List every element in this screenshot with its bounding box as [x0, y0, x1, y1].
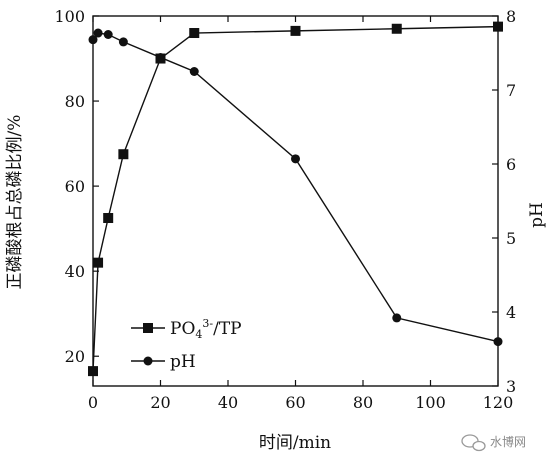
circle-marker-icon	[143, 356, 153, 366]
po4-point	[290, 25, 301, 36]
legend-label-po4-sub: 4	[195, 328, 202, 341]
left-y-tick-label: 100	[54, 7, 85, 26]
right-y-tick-label: 5	[506, 229, 516, 248]
x-tick-label: 120	[483, 393, 514, 412]
x-tick-label: 60	[285, 393, 305, 412]
ph-line	[92, 32, 499, 343]
left-y-tick-label: 40	[65, 262, 85, 281]
po4-point	[493, 21, 503, 32]
right-y-axis-ticks: 3 4 5 6 7 8	[492, 7, 516, 396]
legend-label-ph: pH	[170, 352, 196, 372]
ph-point	[156, 52, 165, 62]
ph-point	[118, 37, 128, 47]
po4-point	[391, 23, 402, 34]
legend-label-po4-rest: /TP	[213, 319, 242, 339]
wechat-icon	[461, 434, 486, 452]
left-y-axis-title: 正磷酸根占总磷比例/%	[5, 115, 25, 290]
po4-line	[92, 25, 499, 372]
watermark: 水博网	[461, 434, 526, 452]
watermark-text: 水博网	[490, 434, 526, 449]
right-y-tick-label: 8	[506, 7, 516, 26]
ph-point	[103, 30, 113, 39]
x-tick-label: 80	[353, 393, 373, 412]
po4-point	[118, 149, 129, 160]
left-y-tick-label: 20	[65, 347, 85, 366]
right-y-tick-label: 7	[506, 81, 516, 100]
ph-point	[189, 67, 199, 76]
po4-point	[88, 366, 98, 377]
series-po4-tp	[88, 21, 503, 377]
x-tick-label: 0	[88, 393, 98, 412]
po4-point	[189, 28, 200, 39]
svg-text:PO43-/TP: PO43-/TP	[170, 317, 242, 341]
legend-label-po4: PO	[170, 319, 195, 339]
ph-point	[88, 35, 98, 45]
ph-point	[93, 28, 103, 38]
series-ph	[88, 28, 503, 347]
legend: PO43-/TP pH	[131, 317, 242, 372]
left-y-tick-label: 60	[65, 177, 85, 196]
ph-point	[392, 313, 402, 323]
legend-label-po4-sup: 3-	[202, 317, 213, 330]
legend-item-ph: pH	[131, 352, 196, 372]
x-tick-label: 100	[415, 393, 446, 412]
po4-point	[103, 213, 114, 224]
square-marker-icon	[143, 323, 153, 333]
right-y-tick-label: 4	[506, 303, 516, 322]
x-axis-title: 时间/min	[259, 433, 331, 453]
right-y-tick-label: 3	[506, 377, 516, 396]
ph-point	[493, 337, 503, 347]
ph-point	[291, 154, 300, 164]
legend-item-po4: PO43-/TP	[131, 317, 242, 341]
right-y-tick-label: 6	[506, 155, 516, 174]
x-tick-label: 40	[218, 393, 238, 412]
x-tick-label: 20	[150, 393, 170, 412]
left-y-tick-label: 80	[65, 92, 85, 111]
po4-point	[93, 257, 104, 268]
plot-frame	[92, 15, 499, 387]
right-y-axis-title: pH	[527, 202, 547, 228]
x-axis-ticks: 0 20 40 60 80 100 120	[88, 16, 513, 412]
left-y-axis-ticks: 20 40 60 80 100	[54, 7, 99, 366]
